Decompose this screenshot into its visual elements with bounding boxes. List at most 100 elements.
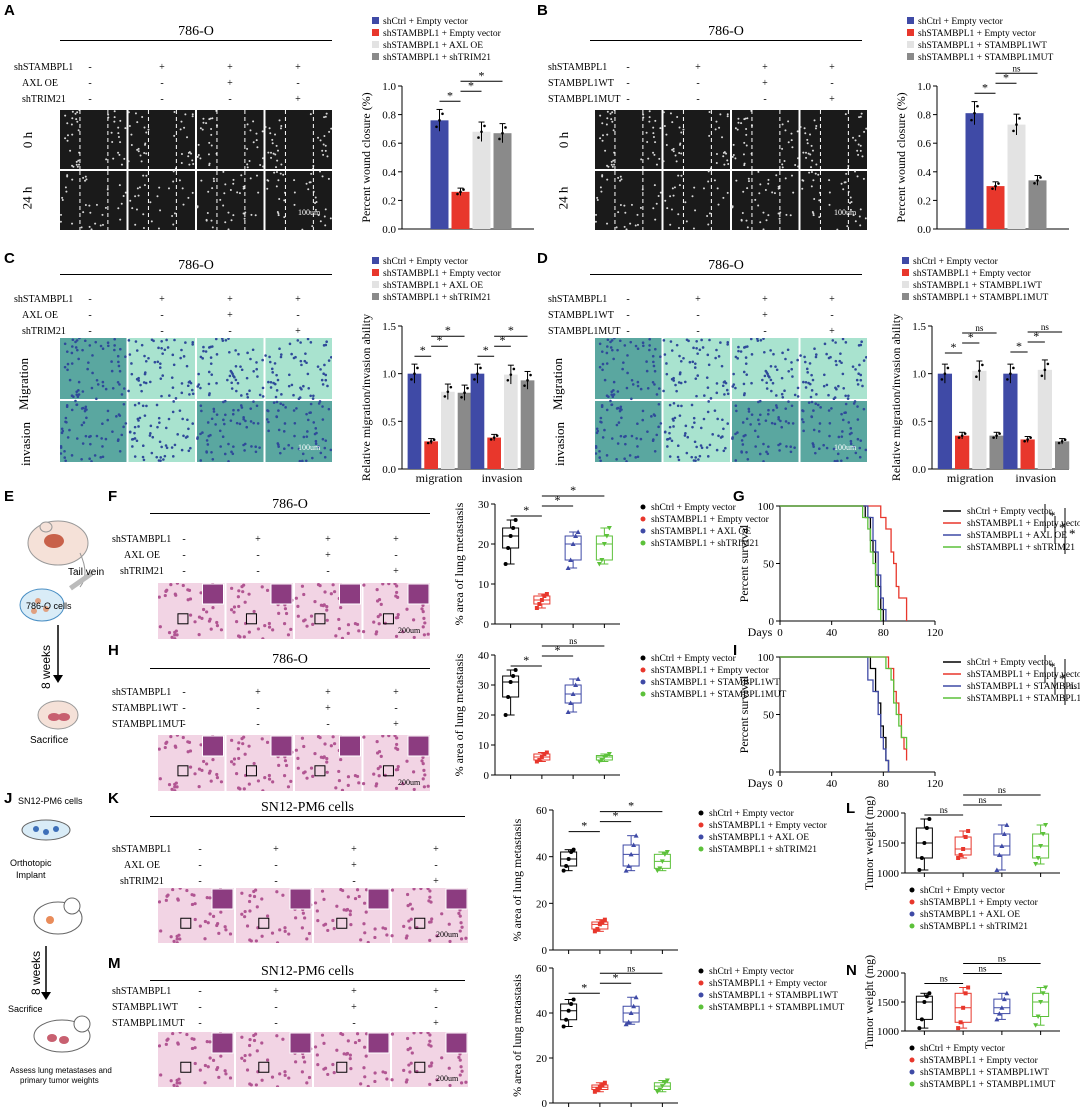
cell-dot: [815, 125, 818, 128]
cell-dot: [321, 175, 324, 178]
cell-dot: [252, 369, 255, 373]
cell-dot: [679, 359, 683, 363]
cell-dot: [266, 187, 269, 190]
cell-dot: [140, 389, 143, 393]
cell-dot: [668, 455, 672, 458]
cell-dot: [601, 139, 604, 142]
cell-dot: [278, 347, 281, 351]
data-point: [1040, 832, 1046, 837]
cell-dot: [428, 889, 432, 893]
cell-dot: [85, 178, 88, 181]
cell-dot: [161, 352, 164, 355]
data-point: [654, 1089, 660, 1095]
cell-dot: [255, 905, 259, 909]
cell-dot: [624, 211, 627, 214]
sign: -: [626, 94, 630, 105]
data-point: [573, 533, 579, 538]
cell-dot: [165, 740, 169, 744]
cell-dot: [641, 409, 645, 413]
cell-dot: [113, 348, 116, 352]
cell-dot: [309, 113, 312, 116]
cell-dot: [59, 446, 63, 449]
data-point: [432, 438, 436, 441]
tick-label: 2000: [877, 968, 900, 980]
cell-dot: [187, 427, 190, 431]
cell-dot: [127, 339, 131, 342]
cell-dot: [651, 354, 655, 358]
cell-dot: [601, 175, 604, 178]
cell-dot: [721, 418, 724, 422]
cell-dot: [796, 130, 799, 133]
cell-dot: [322, 143, 325, 146]
roi-box: [382, 613, 394, 625]
cell-dot: [623, 225, 626, 228]
cell-dot: [193, 1061, 197, 1066]
cell-dot: [117, 360, 120, 364]
cell-dot: [244, 211, 247, 214]
cell-dot: [314, 427, 318, 430]
cell-dot: [653, 383, 656, 386]
cell-dot: [754, 198, 757, 201]
cell-dot: [252, 761, 256, 766]
legend-swatch: [372, 257, 379, 264]
cell-dot: [460, 1069, 464, 1073]
cell-dot: [116, 354, 120, 358]
cell-dot: [613, 336, 616, 340]
cell-dot: [110, 131, 113, 134]
cell-dot: [242, 187, 245, 190]
cell-dot: [357, 1038, 361, 1043]
cell-dot: [610, 437, 614, 440]
cell-dot: [657, 387, 661, 390]
cell-dot: [173, 134, 176, 137]
cell-dot: [805, 156, 808, 159]
cell-dot: [652, 364, 656, 368]
data-point: [526, 379, 529, 382]
cell-dot: [158, 186, 161, 189]
legend-swatch: [698, 1004, 704, 1010]
legend-swatch: [698, 810, 704, 816]
cell-dot: [133, 425, 137, 429]
cell-dot: [143, 151, 146, 154]
cell-dot: [854, 139, 857, 142]
cell-dot: [657, 402, 661, 406]
sign: -: [830, 310, 834, 321]
cell-dot: [601, 436, 605, 439]
cell-dot: [305, 776, 309, 780]
scale-bar-label: 200um: [436, 1074, 459, 1083]
cell-dot: [322, 923, 326, 927]
cell-dot: [294, 1060, 298, 1064]
cell-dot: [216, 1065, 220, 1070]
mouse-illustration: [19, 520, 94, 730]
cell-dot: [789, 445, 793, 449]
row-label-f-2: AXL OE: [124, 550, 161, 561]
cell-dot: [324, 208, 327, 211]
cell-dot: [178, 1030, 182, 1034]
cell-dot: [143, 354, 146, 358]
cell-dot: [293, 179, 296, 182]
cell-dot: [617, 176, 620, 179]
cell-dot: [435, 934, 439, 938]
cell-dot: [254, 214, 257, 217]
cell-dot: [324, 224, 327, 227]
cell-dot: [676, 404, 680, 408]
cell-dot: [222, 204, 225, 207]
cell-dot: [619, 179, 622, 182]
cell-dot: [167, 417, 171, 421]
cell-dot: [83, 339, 87, 343]
cell-dot: [322, 344, 326, 347]
cell-dot: [315, 200, 318, 203]
cell-dot: [705, 446, 709, 449]
cell-dot: [200, 616, 204, 620]
cell-dot: [217, 1075, 221, 1079]
sign: +: [159, 294, 165, 305]
cell-dot: [199, 459, 203, 462]
cell-dot: [153, 360, 157, 364]
data-point: [981, 363, 984, 367]
cell-dot: [787, 120, 790, 123]
sacrifice-label: Sacrifice: [8, 1004, 43, 1014]
cell-dot: [171, 410, 175, 414]
cell-dot: [817, 173, 820, 176]
cell-dot: [243, 915, 247, 919]
